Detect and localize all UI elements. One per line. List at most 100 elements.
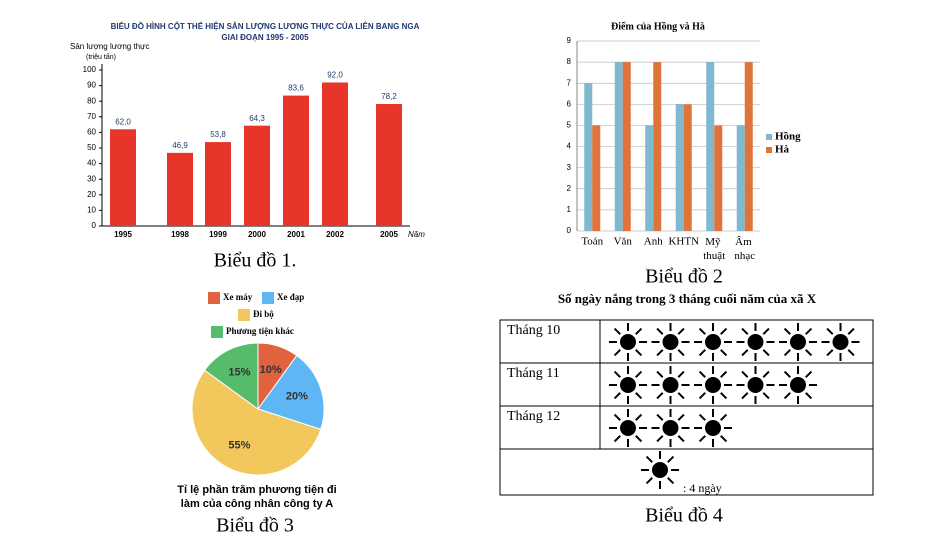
row-label: Tháng 10 [507, 323, 560, 338]
sun-icon [779, 366, 817, 404]
x-tick-label: 1995 [114, 230, 132, 239]
y-tick-label: 7 [567, 78, 572, 87]
sun-ray [698, 370, 706, 378]
x-tick-label: Toán [581, 236, 603, 248]
sun-ray [635, 349, 643, 357]
sun-ray [783, 327, 791, 335]
sun-ray [805, 349, 813, 357]
sun-ray [635, 370, 643, 378]
legend-label: Hồng [775, 131, 801, 143]
sun-core [662, 377, 679, 393]
slice-label: 15% [228, 366, 250, 378]
sun-ray [635, 435, 643, 443]
sun-icon [609, 409, 647, 447]
bar [675, 104, 684, 231]
sun-ray [677, 370, 685, 378]
sun-ray [741, 370, 749, 378]
sun-ray [826, 327, 834, 335]
y-tick-label: 40 [87, 159, 96, 168]
sun-ray [741, 327, 749, 335]
sun-ray [741, 349, 749, 357]
legend-label: Xe đạp [277, 292, 304, 302]
sun-ray [677, 435, 685, 443]
key-label: : 4 ngày [683, 481, 722, 495]
bar [736, 125, 745, 231]
sun-core [620, 420, 636, 436]
sun-ray [613, 327, 621, 335]
y-tick-label: 5 [567, 121, 572, 130]
chart-title: BIỂU ĐỒ HÌNH CỘT THỂ HIỆN SẢN LƯỢNG LƯƠN… [111, 21, 420, 31]
bar [322, 82, 348, 226]
legend-label: Xe máy [223, 292, 253, 302]
y-tick-label: 0 [92, 221, 97, 230]
sun-ray [635, 327, 643, 335]
y-tick-label: 0 [567, 226, 572, 235]
y-tick-label: 3 [567, 163, 572, 172]
sun-icon [651, 366, 690, 404]
y-tick-label: 100 [83, 65, 97, 74]
sun-ray [762, 370, 770, 378]
sun-icon [694, 366, 732, 404]
x-tick-label: 2000 [248, 230, 266, 239]
sun-core [652, 462, 668, 478]
sun-ray [783, 392, 791, 400]
y-tick-label: 90 [87, 81, 96, 90]
caption: Biểu đồ 1. [214, 250, 297, 272]
sun-core [832, 334, 849, 350]
bar [244, 125, 270, 226]
sun-icon [609, 323, 647, 361]
sun-ray [635, 413, 643, 421]
sun-ray [762, 392, 770, 400]
y-axis-unit: (triệu tấn) [86, 52, 116, 61]
sun-icon [821, 323, 860, 361]
bar [714, 125, 723, 231]
y-tick-label: 9 [567, 36, 572, 45]
x-tick-label: Anh [644, 236, 663, 248]
sun-ray [698, 413, 706, 421]
sun-icon [694, 323, 732, 361]
x-tick-label: KHTN [668, 236, 699, 248]
sun-ray [677, 327, 685, 335]
x-tick-label: Văn [614, 236, 633, 248]
x-tick-label: 1999 [209, 230, 227, 239]
legend-swatch [211, 326, 223, 338]
sun-core [620, 377, 636, 393]
sun-ray [720, 413, 728, 421]
key-icon [641, 451, 679, 489]
chart-title: Tỉ lệ phần trăm phương tiện đi [177, 484, 336, 496]
sun-ray [656, 435, 664, 443]
bar [110, 129, 136, 226]
sun-ray [645, 455, 653, 463]
legend-swatch [766, 147, 772, 153]
sun-ray [667, 477, 675, 485]
value-label: 83,6 [288, 84, 304, 93]
sun-ray [762, 349, 770, 357]
slice-label: 55% [228, 439, 250, 451]
value-label: 62,0 [115, 117, 131, 126]
sun-ray [656, 327, 664, 335]
legend-swatch [766, 134, 772, 140]
sun-core [662, 334, 679, 350]
bar [744, 62, 753, 231]
value-label: 53,8 [210, 130, 226, 139]
sun-ray [783, 349, 791, 357]
sun-ray [847, 327, 855, 335]
sun-ray [720, 392, 728, 400]
sun-ray [783, 370, 791, 378]
pie-slice [191, 369, 322, 476]
sun-ray [656, 392, 664, 400]
bar [653, 62, 662, 231]
chart-title: Số ngày nắng trong 3 tháng cuối năm của … [558, 291, 817, 306]
sun-core [662, 420, 679, 436]
sun-ray [698, 435, 706, 443]
sun-ray [720, 435, 728, 443]
sun-ray [720, 349, 728, 357]
caption: Biểu đồ 3 [216, 515, 294, 537]
x-tick-label: 1998 [171, 230, 189, 239]
bar [706, 62, 715, 231]
sun-ray [613, 370, 621, 378]
caption: Biểu đồ 2 [645, 266, 723, 288]
legend-swatch [208, 292, 220, 304]
sun-ray [720, 370, 728, 378]
chart-title: Điểm của Hồng và Hà [611, 21, 705, 32]
